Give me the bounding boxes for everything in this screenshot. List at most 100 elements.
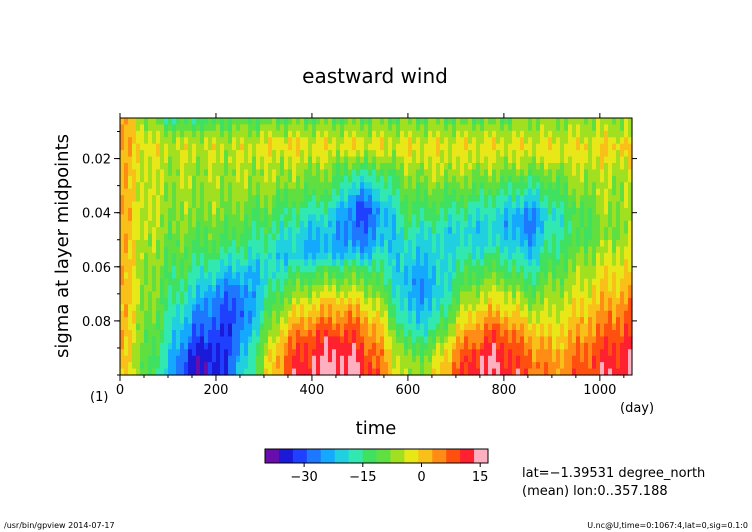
heatmap-cell [132, 137, 137, 145]
heatmap-cell [228, 137, 233, 145]
heatmap-cell [396, 182, 401, 190]
heatmap-cell [536, 278, 541, 286]
heatmap-cell [496, 252, 501, 260]
heatmap-cell [216, 291, 221, 299]
heatmap-cell [608, 355, 613, 363]
heatmap-cell [560, 304, 565, 312]
heatmap-cell [468, 310, 473, 318]
heatmap-cell [516, 150, 521, 158]
heatmap-cell [172, 240, 177, 248]
heatmap-cell [340, 355, 345, 363]
heatmap-cell [196, 182, 201, 190]
heatmap-cell [504, 220, 509, 228]
heatmap-cell [492, 336, 497, 344]
heatmap-cell [480, 233, 485, 241]
heatmap-cell [284, 304, 289, 312]
heatmap-cell [392, 362, 397, 370]
heatmap-cell [168, 188, 173, 196]
heatmap-cell [392, 304, 397, 312]
heatmap-cell [520, 355, 525, 363]
heatmap-cell [120, 188, 125, 196]
heatmap-cell [524, 330, 529, 338]
heatmap-cell [404, 272, 409, 280]
heatmap-cell [504, 330, 509, 338]
heatmap-cell [360, 349, 365, 357]
heatmap-cell [472, 201, 477, 209]
heatmap-cell [368, 175, 373, 183]
heatmap-cell [312, 124, 317, 132]
heatmap-cell [408, 195, 413, 203]
heatmap-cell [216, 246, 221, 254]
heatmap-cell [228, 336, 233, 344]
heatmap-cell [420, 330, 425, 338]
heatmap-cell [340, 118, 345, 126]
heatmap-cell [412, 323, 417, 331]
heatmap-cell [228, 265, 233, 273]
heatmap-cell [180, 227, 185, 235]
heatmap-cell [588, 118, 593, 126]
heatmap-cell [560, 233, 565, 241]
heatmap-cell [240, 323, 245, 331]
heatmap-cell [488, 349, 493, 357]
heatmap-cell [292, 233, 297, 241]
heatmap-cell [476, 246, 481, 254]
heatmap-cell [228, 130, 233, 138]
heatmap-cell [432, 118, 437, 126]
heatmap-cell [476, 304, 481, 312]
heatmap-cell [528, 278, 533, 286]
heatmap-cell [576, 336, 581, 344]
heatmap-cell [232, 214, 237, 222]
heatmap-cell [580, 227, 585, 235]
heatmap-cell [412, 143, 417, 151]
heatmap-cell [424, 265, 429, 273]
heatmap-cell [528, 150, 533, 158]
heatmap-cell [472, 130, 477, 138]
heatmap-cell [260, 227, 265, 235]
heatmap-cell [184, 118, 189, 126]
heatmap-cell [152, 182, 157, 190]
heatmap-cell [596, 220, 601, 228]
heatmap-cell [204, 297, 209, 305]
heatmap-cell [136, 201, 141, 209]
heatmap-cell [476, 233, 481, 241]
heatmap-cell [584, 297, 589, 305]
heatmap-cell [568, 297, 573, 305]
heatmap-cell [268, 195, 273, 203]
heatmap-cell [428, 272, 433, 280]
heatmap-cell [392, 201, 397, 209]
heatmap-cell [348, 246, 353, 254]
heatmap-cell [468, 175, 473, 183]
heatmap-cell [548, 362, 553, 370]
heatmap-cell [468, 304, 473, 312]
heatmap-cell [572, 330, 577, 338]
heatmap-cell [516, 278, 521, 286]
heatmap-cell [460, 233, 465, 241]
heatmap-cell [276, 207, 281, 215]
heatmap-cell [128, 207, 133, 215]
heatmap-cell [368, 233, 373, 241]
heatmap-cell [516, 246, 521, 254]
heatmap-cell [484, 297, 489, 305]
heatmap-cell [256, 285, 261, 293]
heatmap-cell [236, 317, 241, 325]
heatmap-cell [348, 130, 353, 138]
heatmap-cell [236, 175, 241, 183]
heatmap-cell [412, 233, 417, 241]
heatmap-cell [264, 278, 269, 286]
heatmap-cell [348, 304, 353, 312]
heatmap-cell [348, 156, 353, 164]
heatmap-cell [484, 355, 489, 363]
heatmap-cell [176, 368, 181, 376]
heatmap-cell [152, 285, 157, 293]
heatmap-cell [412, 278, 417, 286]
heatmap-cell [248, 201, 253, 209]
heatmap-cell [244, 233, 249, 241]
heatmap-cell [448, 162, 453, 170]
heatmap-cell [276, 201, 281, 209]
heatmap-cell [572, 291, 577, 299]
heatmap-cell [296, 182, 301, 190]
heatmap-cell [272, 188, 277, 196]
heatmap-cell [420, 246, 425, 254]
heatmap-cell [308, 317, 313, 325]
heatmap-cell [256, 355, 261, 363]
